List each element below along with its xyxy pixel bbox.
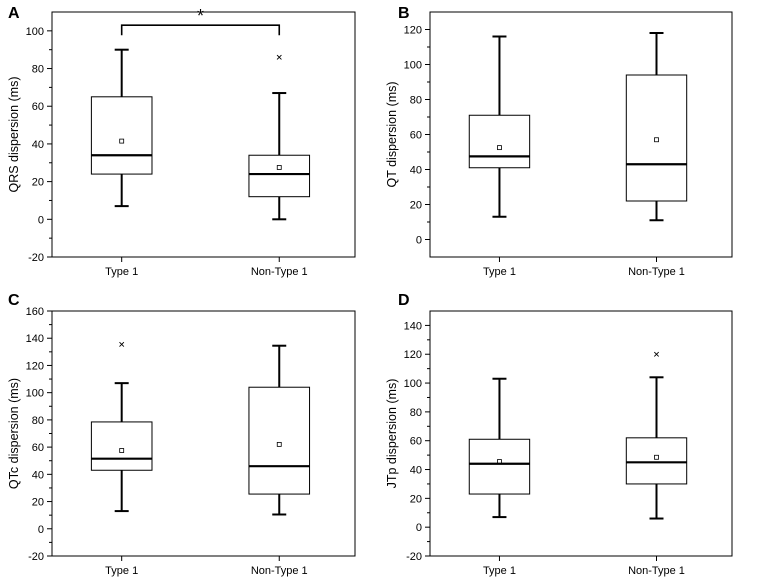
y-tick-label: 80 — [32, 64, 44, 76]
mean-marker — [654, 454, 659, 460]
mean-marker — [276, 165, 282, 170]
y-tick-label: 60 — [410, 436, 422, 448]
outlier-marker — [276, 54, 282, 60]
panel-a: A QRS dispersion (ms) -20 0 20 40 60 80 100 Type … — [7, 5, 356, 278]
panel-d: D JTp dispersion (ms) -20 0 20 40 60 80 100 120 14… — [385, 292, 733, 577]
y-axis-label: JTp dispersion (ms) — [385, 379, 399, 489]
iqr-box — [625, 437, 688, 485]
y-axis-label: QTc dispersion (ms) — [7, 378, 21, 489]
y-tick-label: 40 — [410, 165, 422, 177]
y-tick-label: -20 — [28, 252, 44, 264]
significance-label: * — [197, 6, 204, 26]
box-1 — [468, 377, 531, 519]
iqr-box — [248, 386, 311, 495]
y-tick-label: 100 — [26, 26, 44, 38]
panel-letter: D — [398, 292, 410, 309]
box-2 — [248, 54, 311, 221]
significance-bracket — [120, 24, 281, 36]
outlier-marker — [653, 351, 660, 357]
y-tick-label: 20 — [32, 177, 44, 189]
x-tick-label: Type 1 — [483, 266, 516, 278]
y-tick-label: 40 — [410, 465, 422, 477]
y-tick-label: 0 — [38, 214, 44, 226]
plot-frame — [429, 310, 733, 557]
outlier-marker — [119, 341, 125, 347]
mean-marker — [654, 137, 659, 143]
panel-letter: A — [8, 5, 20, 22]
y-tick-label: 0 — [416, 235, 422, 247]
panel-b: B QT dispersion (ms) 0 20 40 60 80 100 120 Type 1… — [385, 5, 733, 278]
iqr-box — [248, 154, 311, 198]
mean-marker — [497, 145, 502, 151]
y-tick-label: 0 — [416, 522, 422, 534]
outlier-stroke — [276, 54, 282, 60]
y-tick-label: -20 — [28, 551, 44, 563]
y-tick-label: 80 — [410, 407, 422, 419]
mean-marker — [276, 441, 282, 447]
x-tick-label: Non-Type 1 — [628, 266, 685, 278]
y-axis-label: QT dispersion (ms) — [385, 81, 399, 187]
y-tick-label: 120 — [404, 25, 422, 37]
y-tick-label: 120 — [404, 349, 422, 361]
x-tick-label: Type 1 — [483, 565, 516, 577]
y-tick-label: 60 — [32, 442, 44, 454]
x-tick-label: Non-Type 1 — [251, 565, 308, 577]
y-tick-label: -20 — [406, 551, 422, 563]
y-tick-label: 100 — [26, 388, 44, 400]
box-1 — [468, 35, 531, 218]
y-tick-label: 40 — [32, 139, 44, 151]
outlier-stroke — [653, 351, 660, 357]
panel-letter: B — [398, 5, 410, 22]
iqr-box — [468, 114, 531, 169]
y-tick-label: 20 — [410, 200, 422, 212]
box-1 — [90, 341, 153, 513]
plot-frame — [51, 11, 356, 258]
y-tick-label: 100 — [404, 60, 422, 72]
x-tick-label: Type 1 — [105, 266, 138, 278]
outlier-stroke — [119, 341, 125, 347]
y-tick-label: 60 — [32, 101, 44, 113]
y-tick-label: 40 — [32, 469, 44, 481]
y-tick-label: 80 — [32, 415, 44, 427]
box-2 — [248, 344, 311, 516]
x-tick-label: Non-Type 1 — [628, 565, 685, 577]
y-tick-label: 60 — [410, 130, 422, 142]
iqr-box — [90, 421, 153, 471]
mean-marker — [119, 138, 125, 144]
y-tick-label: 100 — [404, 378, 422, 390]
box-2 — [625, 351, 688, 520]
y-tick-label: 120 — [26, 360, 44, 372]
y-tick-label: 20 — [32, 497, 44, 509]
mean-marker — [119, 448, 125, 453]
y-tick-label: 0 — [38, 524, 44, 536]
iqr-box — [90, 96, 153, 175]
panel-c: C QTc dispersion (ms) -20 0 20 40 60 80 100 120 14… — [7, 292, 356, 577]
box-1 — [90, 48, 153, 208]
x-tick-label: Non-Type 1 — [251, 266, 308, 278]
panel-letter: C — [8, 292, 20, 309]
x-tick-label: Type 1 — [105, 565, 138, 577]
mean-marker — [497, 459, 502, 465]
y-tick-label: 140 — [404, 320, 422, 332]
y-tick-label: 160 — [26, 306, 44, 318]
y-tick-label: 20 — [410, 493, 422, 505]
y-axis-label: QRS dispersion (ms) — [7, 77, 21, 193]
box-2 — [625, 32, 688, 222]
y-tick-label: 140 — [26, 333, 44, 345]
iqr-box — [468, 438, 531, 495]
y-tick-label: 80 — [410, 95, 422, 107]
